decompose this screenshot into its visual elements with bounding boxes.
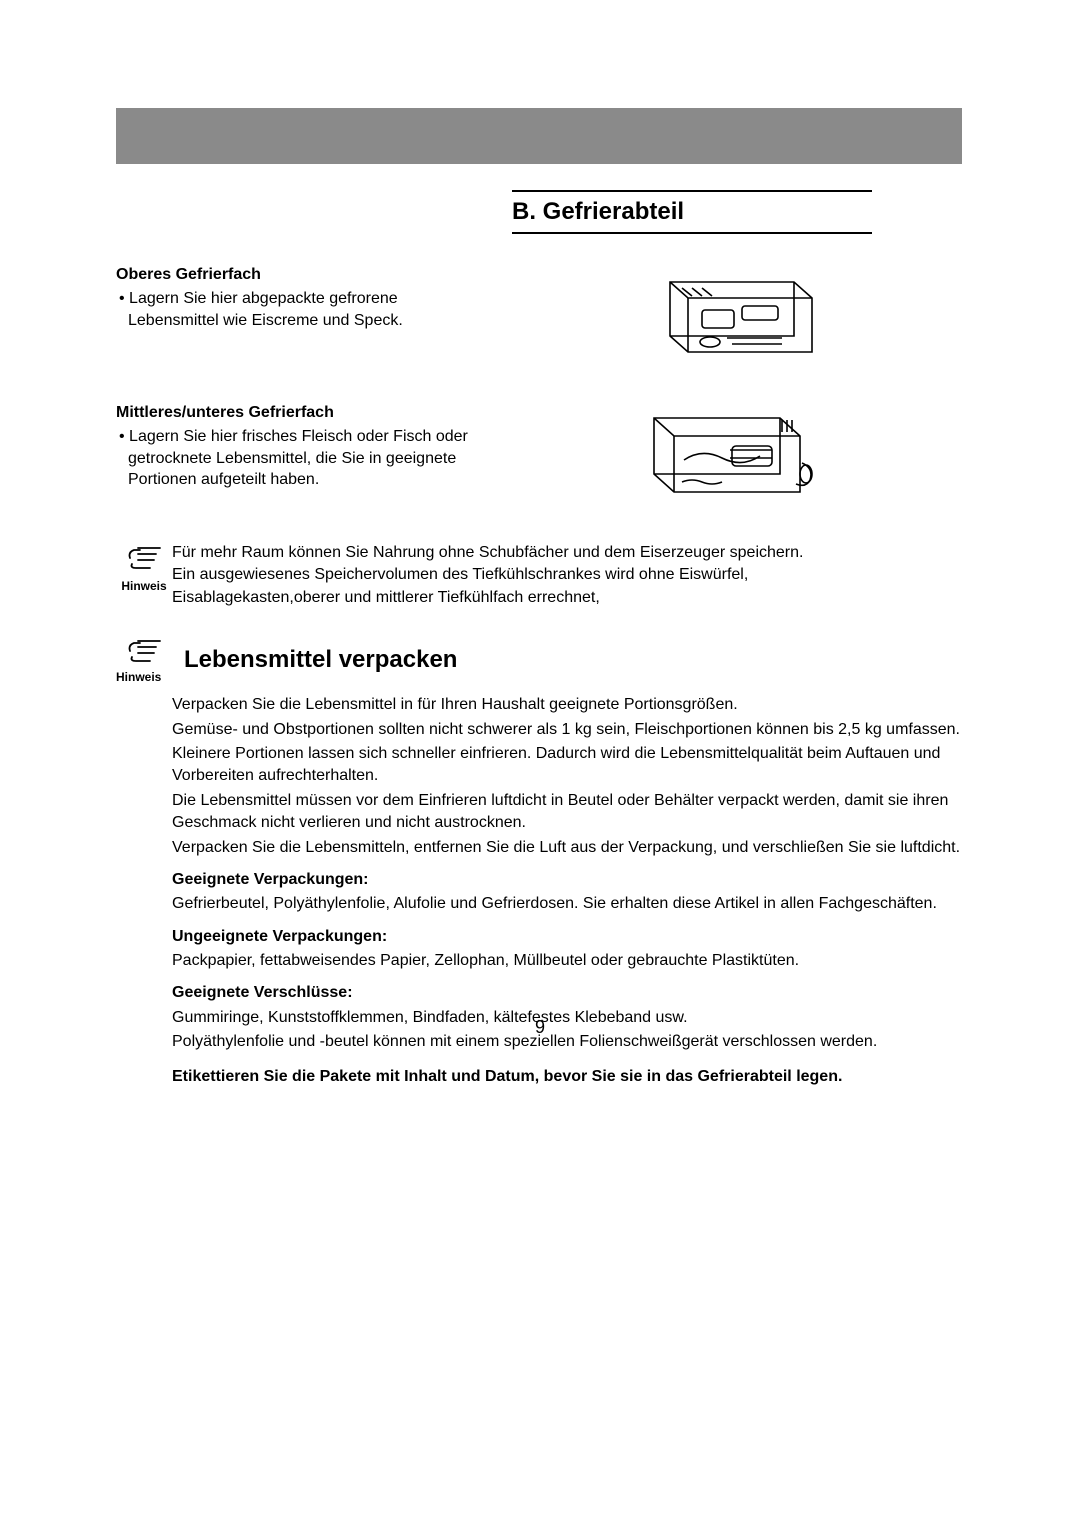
final-bold-instruction: Etikettieren Sie die Pakete mit Inhalt u…: [172, 1066, 962, 1088]
hinweis-icon-col-2: Hinweis: [116, 635, 172, 684]
note-storage-volume: Hinweis Für mehr Raum können Sie Nahrung…: [116, 542, 962, 609]
sub-heading-upper: Oberes Gefrierfach: [116, 266, 962, 284]
illustration-middle-drawer: [632, 408, 822, 513]
heading-row-packaging: Hinweis Lebensmittel verpacken: [116, 635, 962, 684]
note-line-1: Für mehr Raum können Sie Nahrung ohne Sc…: [172, 542, 803, 564]
para-3: Kleinere Portionen lassen sich schneller…: [172, 743, 962, 788]
text-suitable-packaging: Gefrierbeutel, Polyäthylenfolie, Alufoli…: [172, 893, 962, 915]
para-1: Verpacken Sie die Lebensmittel in für Ih…: [172, 694, 962, 716]
subsection-middle-lower-freezer: Mittleres/unteres Gefrierfach • Lagern S…: [116, 404, 962, 514]
illustration-upper-drawer: [652, 270, 822, 371]
section-title-block: B. Gefrierabteil: [512, 190, 872, 234]
section-title: B. Gefrierabteil: [512, 196, 872, 228]
bullet-middle: • Lagern Sie hier frisches Fleisch oder …: [116, 426, 476, 491]
rule-bottom: [512, 232, 872, 234]
header-gray-bar: [116, 108, 962, 164]
note-text-block: Für mehr Raum können Sie Nahrung ohne Sc…: [172, 542, 803, 609]
hand-point-icon: [124, 542, 164, 572]
bullet-upper: • Lagern Sie hier abgepackte gefrorene L…: [116, 288, 476, 331]
hand-point-icon: [124, 635, 164, 665]
text-unsuitable-packaging: Packpapier, fettabweisendes Papier, Zell…: [172, 950, 962, 972]
heading-suitable-packaging: Geeignete Verpackungen:: [172, 869, 962, 891]
note-line-2: Ein ausgewiesenes Speichervolumen des Ti…: [172, 564, 803, 586]
hinweis-label-2: Hinweis: [116, 670, 172, 684]
subsection-upper-freezer: Oberes Gefrierfach • Lagern Sie hier abg…: [116, 266, 962, 376]
sub-heading-middle: Mittleres/unteres Gefrierfach: [116, 404, 962, 422]
para-4: Die Lebensmittel müssen vor dem Einfrier…: [172, 790, 962, 835]
page-content: B. Gefrierabteil Oberes Gefrierfach • La…: [116, 190, 962, 1090]
heading-unsuitable-packaging: Ungeeignete Verpackungen:: [172, 926, 962, 948]
hinweis-label-1: Hinweis: [116, 579, 172, 593]
heading-packaging: Lebensmittel verpacken: [184, 646, 457, 674]
note-line-3: Eisablagekasten,oberer und mittlerer Tie…: [172, 587, 803, 609]
hinweis-icon-col: Hinweis: [116, 542, 172, 593]
para-2: Gemüse- und Obstportionen sollten nicht …: [172, 719, 962, 741]
rule-top: [512, 190, 872, 192]
heading-suitable-closures: Geeignete Verschlüsse:: [172, 982, 962, 1004]
page-number: 9: [0, 1017, 1080, 1038]
para-5: Verpacken Sie die Lebensmitteln, entfern…: [172, 837, 962, 859]
